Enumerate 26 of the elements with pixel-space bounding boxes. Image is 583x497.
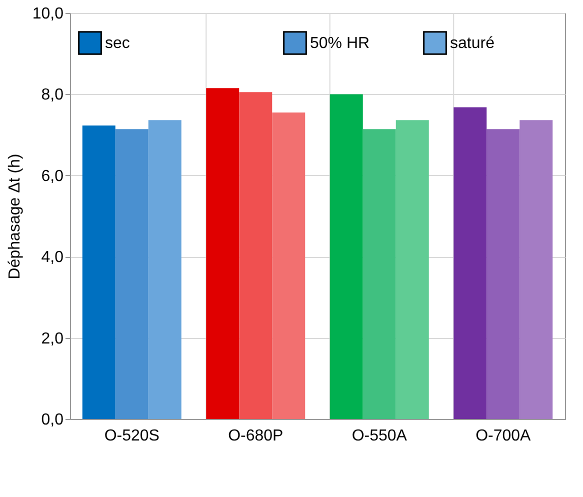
bar: [115, 129, 148, 419]
y-tick-label: 2,0: [41, 330, 64, 348]
bar: [272, 112, 306, 419]
y-axis-title: Déphasage Δt (h): [6, 154, 24, 280]
bar: [206, 88, 240, 419]
bar: [239, 92, 272, 419]
y-tick-label: 6,0: [41, 168, 64, 185]
bar: [486, 129, 520, 419]
y-tick-label: 10,0: [32, 6, 64, 22]
x-tick-label: O-700A: [476, 428, 532, 444]
x-tick-label: O-520S: [104, 428, 160, 444]
bar: [330, 94, 363, 419]
legend-label: sec: [105, 35, 130, 52]
bar: [82, 125, 116, 419]
bar: [362, 129, 396, 419]
y-tick-label: 4,0: [41, 249, 64, 266]
bar: [148, 120, 182, 419]
y-tick-label: 0,0: [41, 412, 64, 428]
x-tick-label: O-550A: [352, 428, 408, 444]
y-tick-label: 8,0: [41, 86, 64, 104]
bar: [396, 120, 429, 419]
legend-label: 50% HR: [310, 35, 370, 52]
legend-label: saturé: [450, 35, 495, 52]
bar: [520, 120, 553, 419]
x-tick-label: O-680P: [228, 428, 284, 444]
bar: [454, 107, 487, 419]
